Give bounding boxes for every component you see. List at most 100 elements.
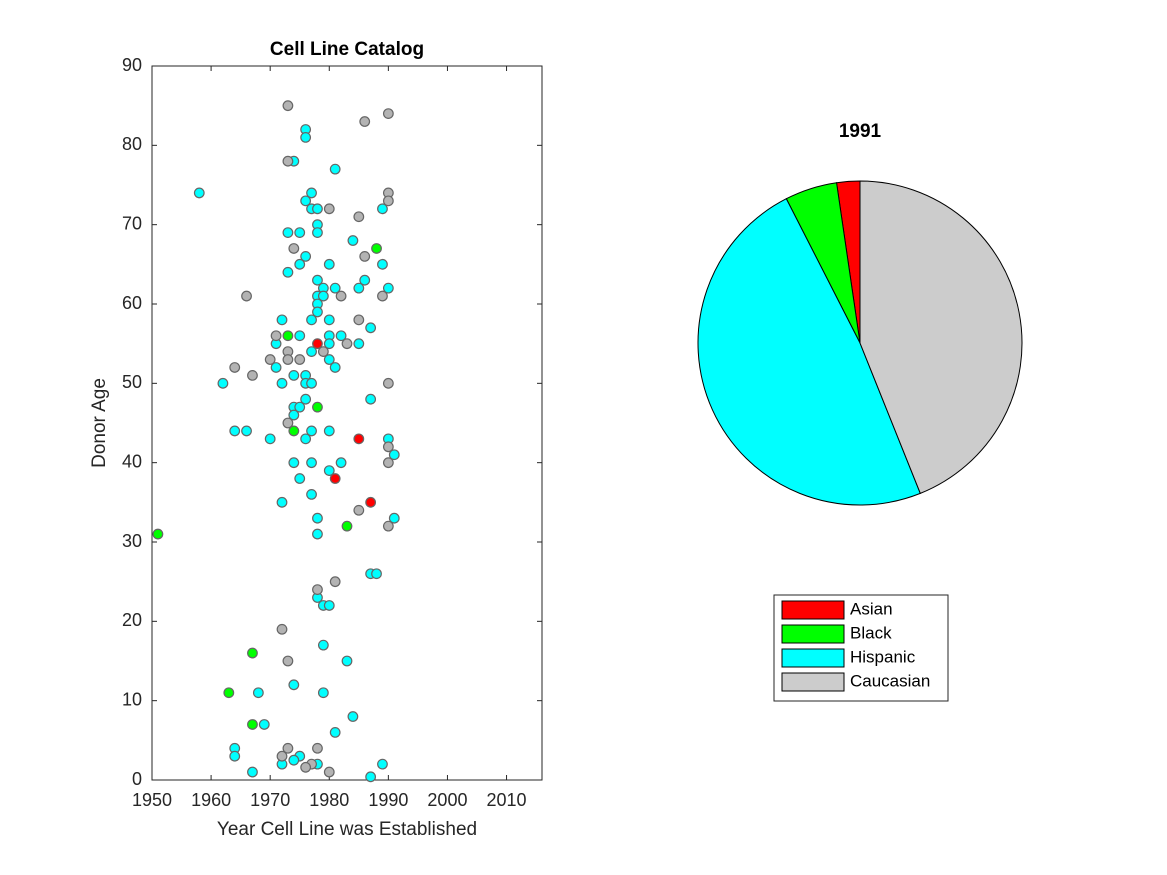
data-point	[329, 282, 341, 294]
data-point	[329, 576, 341, 588]
x-tick-label: 1950	[132, 790, 172, 810]
data-point	[306, 314, 317, 326]
data-point	[282, 330, 294, 342]
data-point	[241, 425, 252, 437]
legend-swatch	[781, 624, 845, 644]
data-point	[353, 282, 365, 294]
pie-slice	[859, 180, 1023, 495]
pie-slice	[697, 198, 921, 506]
legend-label: Black	[850, 623, 892, 642]
data-point	[294, 258, 306, 270]
data-point	[264, 354, 276, 365]
data-point	[282, 742, 294, 754]
data-point	[312, 227, 323, 239]
data-point	[377, 290, 388, 302]
data-point	[270, 362, 282, 373]
data-point	[306, 187, 317, 199]
data-point	[288, 754, 300, 766]
data-point	[282, 155, 294, 167]
data-point	[335, 330, 347, 342]
data-point	[247, 766, 258, 778]
data-point	[312, 584, 323, 595]
data-point	[329, 473, 341, 484]
legend-label: Caucasian	[850, 671, 930, 690]
data-point	[152, 528, 164, 540]
data-point	[323, 338, 335, 350]
x-tick-label: 2010	[487, 790, 527, 810]
data-point	[388, 449, 400, 461]
data-point	[388, 512, 400, 524]
legend-label: Hispanic	[850, 647, 916, 666]
data-point	[312, 512, 323, 524]
data-point	[276, 314, 288, 326]
data-point	[223, 687, 235, 699]
data-point	[282, 227, 294, 239]
data-point	[312, 742, 323, 754]
data-point	[193, 187, 205, 199]
data-point	[353, 314, 365, 326]
data-point	[300, 250, 312, 262]
data-point	[377, 758, 388, 770]
x-tick-label: 2000	[427, 790, 467, 810]
data-point	[312, 203, 323, 215]
data-point	[341, 520, 353, 532]
y-tick-label: 30	[122, 531, 142, 551]
data-point	[270, 330, 282, 342]
data-point	[335, 290, 347, 302]
data-point	[312, 401, 323, 413]
legend-swatch	[781, 648, 845, 668]
data-point	[323, 203, 335, 215]
data-point	[382, 520, 394, 532]
data-point	[382, 282, 394, 294]
y-tick-label: 80	[122, 134, 142, 154]
data-point	[300, 131, 312, 143]
data-point	[347, 235, 359, 246]
data-point	[282, 354, 294, 365]
data-point	[359, 116, 371, 127]
data-point	[276, 623, 288, 635]
data-point	[341, 338, 353, 350]
data-point	[329, 727, 341, 738]
legend-label: Asian	[850, 599, 893, 618]
data-point	[353, 433, 365, 445]
data-point	[252, 687, 264, 699]
data-point	[382, 441, 394, 453]
y-axis-label: Donor Age	[89, 378, 110, 468]
data-point	[276, 750, 288, 762]
data-point	[377, 258, 388, 270]
y-tick-label: 20	[122, 610, 142, 630]
data-point	[365, 322, 377, 334]
data-point	[312, 528, 323, 540]
data-point	[371, 568, 382, 580]
data-point	[294, 330, 306, 342]
y-tick-label: 60	[122, 293, 142, 313]
x-axis-label: Year Cell Line was Established	[217, 819, 477, 840]
data-point	[300, 433, 312, 445]
data-point	[382, 377, 394, 389]
data-point	[300, 195, 312, 207]
data-point	[323, 258, 335, 270]
data-point	[241, 290, 252, 302]
data-point	[282, 655, 294, 667]
data-point	[353, 504, 365, 516]
data-point	[306, 377, 317, 389]
data-point	[382, 457, 394, 469]
data-point	[288, 425, 300, 437]
data-point	[382, 195, 394, 207]
data-point	[288, 409, 300, 421]
data-point	[264, 433, 276, 445]
data-point	[217, 377, 229, 389]
data-point	[306, 346, 317, 358]
legend-swatch	[781, 600, 845, 620]
data-point	[294, 401, 306, 413]
data-point	[317, 687, 329, 699]
data-point	[294, 473, 306, 484]
legend-swatch	[781, 672, 845, 692]
data-point	[306, 457, 317, 469]
data-point	[329, 362, 341, 373]
x-tick-label: 1990	[368, 790, 408, 810]
data-point	[288, 243, 300, 254]
data-point	[229, 362, 241, 373]
data-point	[365, 393, 377, 405]
